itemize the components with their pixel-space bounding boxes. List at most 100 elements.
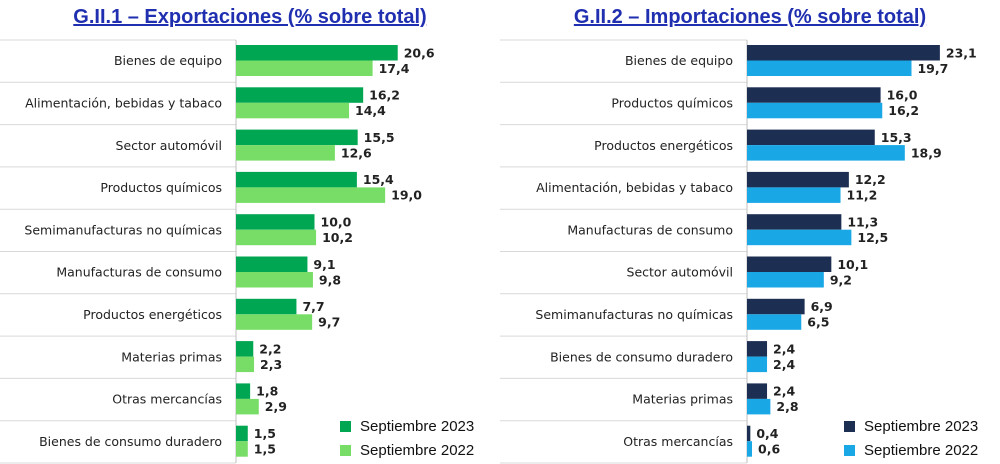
value-label: 20,6 bbox=[404, 45, 435, 60]
bar-2023 bbox=[747, 341, 768, 357]
category-label: Sector automóvil bbox=[627, 265, 733, 280]
bar-2022 bbox=[747, 356, 768, 373]
category-label: Bienes de equipo bbox=[625, 53, 733, 68]
bar-2023 bbox=[747, 383, 768, 399]
category-label: Alimentación, bebidas y tabaco bbox=[25, 95, 222, 110]
bar-2023 bbox=[747, 256, 832, 272]
bar-2023 bbox=[236, 383, 251, 399]
bar-2022 bbox=[236, 229, 317, 246]
value-label: 2,2 bbox=[259, 341, 281, 356]
value-label: 2,4 bbox=[773, 341, 795, 356]
value-label: 15,4 bbox=[363, 172, 394, 187]
bar-2022 bbox=[747, 272, 824, 288]
bar-2023 bbox=[747, 214, 842, 230]
category-label: Productos químicos bbox=[611, 95, 733, 110]
imports-bar-chart: Bienes de equipo 23,119,7 Productos químic… bbox=[500, 39, 977, 464]
bar-2022 bbox=[236, 398, 259, 415]
bar-2022 bbox=[236, 314, 313, 330]
value-label: 6,5 bbox=[807, 315, 829, 330]
value-label: 16,2 bbox=[369, 88, 400, 103]
value-label: 9,1 bbox=[313, 257, 335, 272]
bar-2022 bbox=[747, 398, 771, 415]
value-label: 23,1 bbox=[946, 45, 977, 60]
bar-2023 bbox=[236, 298, 297, 315]
bar-2022 bbox=[747, 314, 802, 330]
bar-2022 bbox=[236, 102, 350, 119]
category-label: Materias primas bbox=[121, 349, 222, 364]
value-label: 14,4 bbox=[355, 103, 386, 118]
category-label: Otras mercancías bbox=[112, 392, 222, 407]
value-label: 15,5 bbox=[364, 130, 395, 145]
category-label: Productos químicos bbox=[100, 180, 222, 195]
value-label: 2,3 bbox=[260, 357, 282, 372]
value-label: 1,5 bbox=[254, 441, 276, 456]
bar-2023 bbox=[236, 214, 315, 230]
value-label: 19,7 bbox=[917, 61, 948, 76]
bar-2022 bbox=[747, 441, 753, 457]
bar-2023 bbox=[747, 298, 805, 315]
bar-2022 bbox=[747, 102, 883, 119]
category-label: Materias primas bbox=[632, 392, 733, 407]
imports-chart-panel: G.II.2 – Importaciones (% sobre total) B… bbox=[500, 0, 1000, 464]
legend-swatch-2022 bbox=[844, 444, 855, 456]
value-label: 18,9 bbox=[911, 145, 942, 160]
value-label: 15,3 bbox=[881, 130, 912, 145]
value-label: 2,8 bbox=[776, 399, 798, 414]
bar-2022 bbox=[747, 60, 912, 76]
category-label: Semimanufacturas no químicas bbox=[535, 307, 733, 322]
category-label: Bienes de consumo duradero bbox=[39, 434, 222, 449]
value-label: 12,2 bbox=[855, 172, 886, 187]
value-label: 10,0 bbox=[321, 214, 352, 229]
value-label: 2,4 bbox=[773, 357, 795, 372]
bar-2022 bbox=[236, 441, 248, 457]
value-label: 17,4 bbox=[379, 61, 410, 76]
bar-2022 bbox=[236, 145, 335, 161]
category-label: Bienes de consumo duradero bbox=[550, 349, 733, 364]
bar-2023 bbox=[236, 341, 254, 357]
bar-2023 bbox=[236, 45, 398, 61]
imports-legend: Septiembre 2023 Septiembre 2022 bbox=[844, 414, 978, 462]
value-label: 9,7 bbox=[318, 315, 340, 330]
bar-2022 bbox=[236, 272, 313, 288]
value-label: 6,9 bbox=[811, 299, 833, 314]
bar-2023 bbox=[236, 87, 364, 103]
legend-swatch-2023 bbox=[844, 420, 855, 432]
exports-bar-chart: Bienes de equipo 20,617,4 Alimentación, be… bbox=[0, 39, 435, 464]
category-label: Manufacturas de consumo bbox=[56, 265, 222, 280]
bar-2022 bbox=[747, 145, 905, 161]
imports-chart-title: G.II.2 – Importaciones (% sobre total) bbox=[573, 6, 927, 28]
category-label: Manufacturas de consumo bbox=[567, 222, 733, 237]
value-label: 10,2 bbox=[322, 230, 353, 245]
bar-2023 bbox=[747, 129, 875, 146]
bar-2022 bbox=[747, 187, 841, 203]
bar-2023 bbox=[236, 171, 357, 188]
value-label: 12,6 bbox=[341, 145, 372, 160]
legend-item-2022: Septiembre 2022 bbox=[340, 438, 474, 462]
value-label: 1,8 bbox=[256, 384, 278, 399]
value-label: 2,9 bbox=[265, 399, 287, 414]
value-label: 16,2 bbox=[888, 103, 919, 118]
value-label: 11,2 bbox=[847, 188, 878, 203]
value-label: 10,1 bbox=[837, 257, 868, 272]
legend-label-2023: Septiembre 2023 bbox=[360, 417, 475, 435]
value-label: 16,0 bbox=[887, 88, 918, 103]
category-label: Semimanufacturas no químicas bbox=[24, 222, 222, 237]
bar-2023 bbox=[236, 129, 358, 146]
value-label: 11,3 bbox=[847, 214, 878, 229]
bar-2023 bbox=[747, 425, 751, 442]
bar-2023 bbox=[747, 45, 940, 61]
value-label: 9,8 bbox=[319, 272, 341, 287]
category-label: Alimentación, bebidas y tabaco bbox=[536, 180, 733, 195]
bar-2023 bbox=[747, 87, 881, 103]
value-label: 9,2 bbox=[830, 272, 852, 287]
legend-swatch-2023 bbox=[340, 420, 351, 432]
exports-chart-panel: G.II.1 – Exportaciones (% sobre total) B… bbox=[0, 6, 475, 464]
legend-label-2022: Septiembre 2022 bbox=[360, 441, 475, 459]
legend-item-2023: Septiembre 2023 bbox=[844, 414, 978, 438]
bar-2023 bbox=[236, 425, 248, 442]
legend-label-2022: Septiembre 2022 bbox=[864, 441, 979, 459]
value-label: 1,5 bbox=[254, 426, 276, 441]
bar-2022 bbox=[236, 356, 255, 373]
category-label: Bienes de equipo bbox=[114, 53, 222, 68]
category-label: Otras mercancías bbox=[623, 434, 733, 449]
